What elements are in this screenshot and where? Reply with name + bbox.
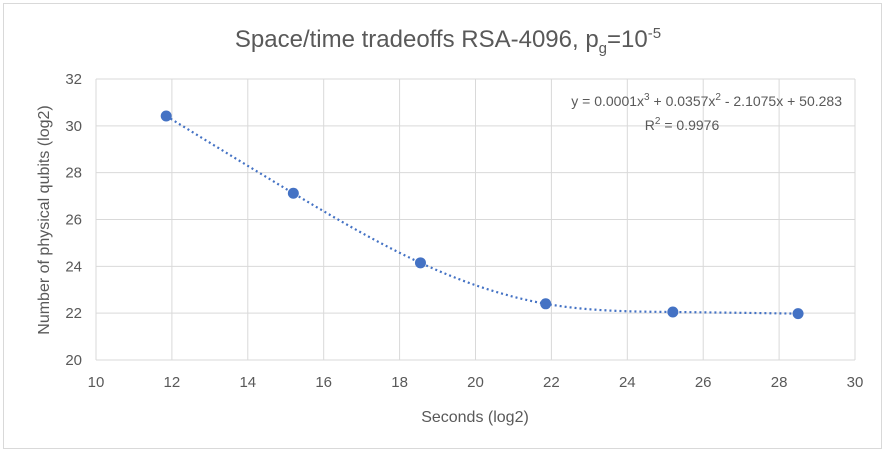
x-tick-label: 14 <box>239 374 256 391</box>
trendline <box>165 115 799 315</box>
data-point <box>792 308 804 320</box>
data-points <box>160 110 804 320</box>
x-tick-label: 20 <box>467 374 484 391</box>
y-tick-label: 22 <box>65 305 82 322</box>
x-tick-label: 12 <box>164 374 181 391</box>
trendline-r-squared: R2 = 0.9976 <box>645 116 720 133</box>
x-axis-label: Seconds (log2) <box>421 409 529 426</box>
x-tick-label: 26 <box>695 374 712 391</box>
x-axis-ticks: 10 12 14 16 18 20 22 24 26 28 30 <box>88 374 864 391</box>
x-tick-label: 10 <box>88 374 105 391</box>
x-tick-label: 22 <box>543 374 560 391</box>
y-tick-label: 28 <box>65 165 82 182</box>
x-tick-label: 16 <box>315 374 332 391</box>
chart-title: Space/time tradeoffs RSA-4096, pg=10-5 <box>235 25 661 57</box>
y-tick-label: 30 <box>65 118 82 135</box>
x-tick-label: 18 <box>391 374 408 391</box>
data-point <box>414 257 426 269</box>
y-axis-ticks: 20 22 24 26 28 30 32 <box>65 71 82 369</box>
data-point <box>160 110 172 122</box>
data-point <box>540 298 552 310</box>
trendline-equation: y = 0.0001x3 + 0.0357x2 - 2.1075x + 50.2… <box>571 92 842 109</box>
x-tick-label: 28 <box>771 374 788 391</box>
data-point <box>287 187 299 199</box>
y-tick-label: 32 <box>65 71 82 88</box>
data-point <box>667 306 679 318</box>
x-tick-label: 24 <box>619 374 636 391</box>
chart-frame <box>3 3 882 449</box>
y-axis-label: Number of physical qubits (log2) <box>36 105 53 334</box>
x-tick-label: 30 <box>847 374 864 391</box>
y-tick-label: 24 <box>65 258 82 275</box>
gridlines <box>95 78 856 361</box>
y-tick-label: 20 <box>65 352 82 369</box>
y-tick-label: 26 <box>65 212 82 229</box>
